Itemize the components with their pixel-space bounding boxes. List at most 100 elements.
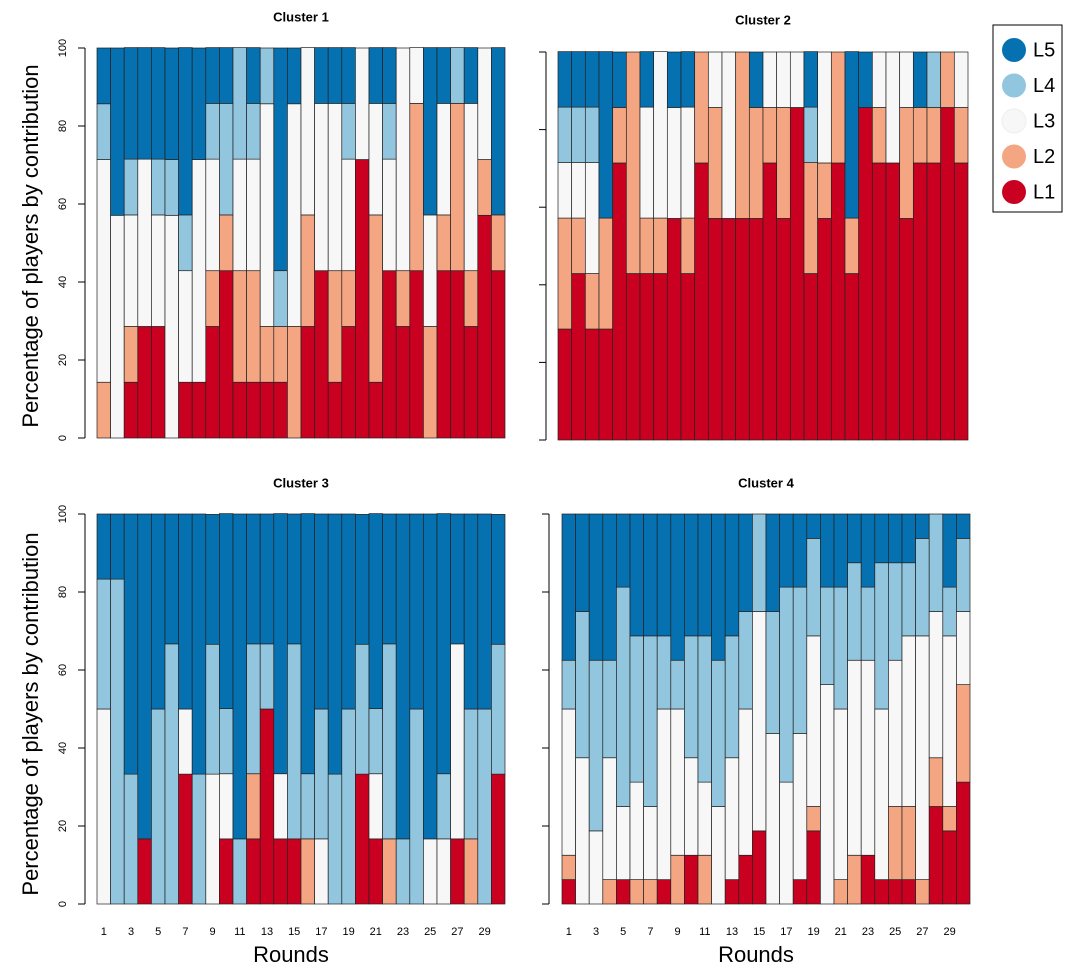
bar-segment	[341, 158, 356, 272]
bar-segment	[259, 381, 275, 439]
bar-segment	[792, 879, 808, 905]
bar-segment	[612, 107, 627, 164]
bar-segment	[463, 838, 479, 905]
bar-segment	[219, 103, 234, 216]
bar-segment	[680, 273, 696, 441]
bar-segment	[355, 514, 370, 645]
bar-segment	[571, 162, 586, 219]
x-tick-label: 5	[155, 926, 161, 938]
bar-segment	[232, 158, 247, 272]
bar-segment	[395, 47, 411, 272]
bar-segment	[341, 708, 356, 905]
bar-segment	[942, 830, 957, 905]
bar-segment	[477, 214, 492, 439]
bar-segment	[205, 326, 220, 439]
bar-segment	[382, 103, 397, 160]
bar-segment	[232, 513, 247, 840]
bar-segment	[491, 514, 506, 645]
bar-segment	[584, 273, 600, 330]
bar-segment	[246, 381, 261, 439]
bar-segment	[368, 214, 383, 383]
bar-segment	[697, 854, 712, 905]
bar-segment	[860, 854, 876, 905]
bar-segment	[423, 214, 438, 327]
bar-segment	[697, 635, 712, 783]
legend-label: L2	[1033, 146, 1055, 168]
y-axis-label: Percentage of players by contribution	[18, 532, 43, 895]
x-tick-label: 1	[566, 926, 572, 938]
bar-segment	[123, 773, 139, 905]
bar-segment	[806, 806, 821, 832]
bar-segment	[178, 773, 193, 905]
bar-segment	[151, 513, 166, 710]
legend-label: L4	[1033, 75, 1055, 97]
bar-segment	[899, 107, 914, 219]
bar-segment	[694, 51, 709, 164]
bar-segment	[232, 838, 247, 905]
bar-segment	[847, 854, 862, 905]
y-tick-label: 100	[57, 39, 69, 57]
bar-segment	[844, 51, 860, 219]
y-tick-label: 60	[57, 664, 69, 676]
bar-segment	[629, 513, 644, 637]
bar-segment	[602, 513, 617, 661]
bar-segment	[792, 586, 808, 734]
x-tick-label: 19	[807, 926, 819, 938]
bar-segment	[463, 513, 479, 710]
bar-segment	[368, 773, 383, 840]
bar-segment	[721, 218, 737, 441]
bar-segment	[273, 513, 288, 775]
bar-segment	[219, 838, 234, 905]
bar-segment	[219, 513, 234, 709]
bar-segment	[382, 643, 397, 840]
bar-segment	[355, 47, 370, 160]
x-tick-label: 25	[424, 926, 436, 938]
bar-segment	[137, 513, 152, 840]
bar-segment	[232, 381, 247, 439]
bar-segment	[395, 838, 411, 905]
y-tick-label: 80	[57, 120, 69, 132]
bar-segment	[341, 270, 356, 327]
legend-label: L1	[1033, 181, 1055, 203]
bar-segment	[557, 106, 573, 163]
bar-segment	[436, 773, 451, 840]
x-tick-label: 11	[234, 926, 245, 938]
bar-segment	[820, 513, 835, 588]
bar-segment	[491, 270, 506, 439]
bar-segment	[735, 218, 750, 441]
bar-segment	[598, 51, 614, 219]
bar-segment	[928, 513, 944, 612]
bar-segment	[246, 643, 261, 775]
y-tick-label: 80	[57, 586, 69, 598]
bar-segment	[246, 838, 261, 905]
bar-segment	[738, 611, 753, 710]
panel-title: Cluster 4	[738, 475, 794, 490]
bar-segment	[96, 103, 111, 160]
bar-segment	[273, 381, 288, 439]
bar-segment	[956, 611, 971, 685]
bar-segment	[643, 879, 658, 905]
bar-segment	[940, 51, 955, 108]
bar-segment	[259, 326, 275, 383]
bar-segment	[273, 270, 288, 327]
x-axis-label: Rounds	[253, 942, 329, 967]
bar-segment	[191, 773, 207, 905]
bar-segment	[571, 273, 586, 441]
bar-segment	[953, 51, 969, 108]
bar-segment	[491, 214, 506, 272]
bar-segment	[110, 513, 125, 580]
bar-segment	[409, 103, 424, 272]
bar-segment	[656, 513, 672, 637]
bar-segment	[956, 538, 971, 612]
bar-segment	[888, 562, 903, 661]
bar-segment	[942, 586, 957, 637]
bar-segment	[912, 162, 928, 441]
bar-segment	[232, 47, 247, 160]
bar-segment	[450, 47, 465, 104]
bar-segment	[259, 708, 275, 905]
bar-segment	[423, 838, 438, 905]
bar-segment	[584, 106, 600, 163]
bar-segment	[915, 538, 930, 637]
bar-segment	[327, 381, 343, 439]
bar-segment	[259, 513, 275, 645]
